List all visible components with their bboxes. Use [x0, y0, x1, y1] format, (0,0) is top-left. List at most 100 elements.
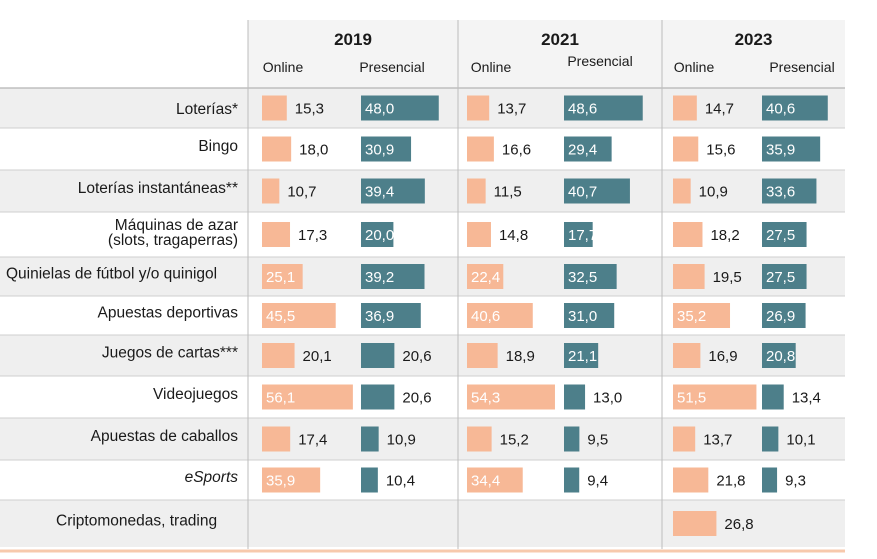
bar-presencial-2023-row-2 — [762, 136, 821, 162]
value-label-online-2019-row-3: 10,7 — [287, 184, 316, 201]
bar-presencial-2019-row-1 — [361, 95, 439, 121]
value-label-online-2021-row-4: 14,8 — [499, 227, 528, 244]
category-label-quinielas-de-futbol-y-o-quinigol: Quinielas de fútbol y/o quinigol — [6, 266, 217, 283]
value-label-online-2021-row-2: 16,6 — [502, 142, 531, 159]
year-header-2021: 2021 — [541, 30, 579, 49]
bar-online-2023-row-1 — [673, 95, 697, 121]
value-label-presencial-2021-row-5: 32,5 — [568, 269, 597, 286]
value-label-presencial-2023-row-9: 10,1 — [786, 432, 815, 449]
bar-online-2019-row-2 — [262, 136, 292, 162]
bar-presencial-2023-row-10 — [762, 467, 778, 493]
value-label-presencial-2019-row-2: 30,9 — [365, 142, 394, 159]
bar-online-2019-row-8 — [262, 384, 353, 410]
value-label-presencial-2023-row-4: 27,5 — [766, 227, 795, 244]
value-label-online-2021-row-7: 18,9 — [506, 348, 535, 365]
bar-online-2023-row-6 — [673, 303, 731, 328]
channel-header-presencial: Presencial — [769, 59, 834, 75]
bar-online-2021-row-4 — [467, 222, 491, 247]
bar-presencial-2021-row-10 — [564, 467, 580, 493]
row-stripe — [0, 335, 845, 376]
value-label-presencial-2019-row-1: 48,0 — [365, 101, 394, 118]
value-label-online-2019-row-8: 56,1 — [266, 390, 295, 407]
category-label-loterias-instantaneas: Loterías instantáneas** — [78, 180, 238, 197]
value-label-presencial-2021-row-8: 13,0 — [593, 390, 622, 407]
channel-header-presencial: Presencial — [359, 59, 424, 75]
bar-online-2019-row-5 — [262, 264, 303, 289]
channel-header-presencial: Presencial — [567, 53, 632, 69]
value-label-online-2023-row-9: 13,7 — [703, 432, 732, 449]
bar-presencial-2023-row-6 — [762, 303, 806, 328]
category-label-esports: eSports — [185, 469, 239, 486]
category-label-criptomonedas-trading: Criptomonedas, trading — [56, 513, 217, 530]
value-label-presencial-2021-row-2: 29,4 — [568, 142, 597, 159]
value-label-online-2019-row-4: 17,3 — [298, 227, 327, 244]
value-label-presencial-2021-row-6: 31,0 — [568, 308, 597, 325]
value-label-presencial-2019-row-10: 10,4 — [386, 473, 415, 490]
value-label-presencial-2019-row-5: 39,2 — [365, 269, 394, 286]
bar-presencial-2023-row-5 — [762, 264, 807, 289]
bar-presencial-2019-row-7 — [361, 343, 395, 368]
bar-presencial-2021-row-2 — [564, 136, 612, 162]
value-label-online-2023-row-10: 21,8 — [716, 473, 745, 490]
bar-presencial-2023-row-8 — [762, 384, 784, 410]
bar-online-2019-row-10 — [262, 467, 321, 493]
bar-presencial-2021-row-7 — [564, 343, 599, 368]
value-label-presencial-2023-row-6: 26,9 — [766, 308, 795, 325]
bar-presencial-2021-row-9 — [564, 426, 580, 452]
value-label-online-2023-row-5: 19,5 — [713, 269, 742, 286]
bar-online-2021-row-10 — [467, 467, 523, 493]
bar-presencial-2019-row-10 — [361, 467, 378, 493]
category-label-maquinas-de-azar-slots-tragaperras-line-1: Máquinas de azar — [115, 217, 238, 234]
bar-online-2019-row-6 — [262, 303, 336, 328]
value-label-presencial-2021-row-9: 9,5 — [587, 432, 608, 449]
bar-online-2023-row-11 — [673, 511, 717, 536]
channel-header-online: Online — [263, 59, 304, 75]
value-label-presencial-2023-row-3: 33,6 — [766, 184, 795, 201]
value-label-presencial-2023-row-10: 9,3 — [785, 473, 806, 490]
year-header-2019: 2019 — [334, 30, 372, 49]
bar-presencial-2019-row-3 — [361, 178, 425, 204]
bar-presencial-2019-row-9 — [361, 426, 379, 452]
value-label-online-2019-row-7: 20,1 — [303, 348, 332, 365]
value-label-online-2023-row-11: 26,8 — [724, 516, 753, 533]
value-label-presencial-2019-row-7: 20,6 — [402, 348, 431, 365]
value-label-online-2021-row-5: 22,4 — [471, 269, 500, 286]
value-label-presencial-2023-row-2: 35,9 — [766, 142, 795, 159]
value-label-online-2023-row-4: 18,2 — [710, 227, 739, 244]
bar-presencial-2021-row-6 — [564, 303, 615, 328]
bar-presencial-2023-row-1 — [762, 95, 828, 121]
value-label-online-2023-row-1: 14,7 — [705, 101, 734, 118]
category-label-juegos-de-cartas: Juegos de cartas*** — [102, 345, 238, 362]
bar-online-2019-row-7 — [262, 343, 295, 368]
bar-online-2021-row-6 — [467, 303, 533, 328]
bar-online-2021-row-7 — [467, 343, 498, 368]
bar-online-2023-row-5 — [673, 264, 705, 289]
bar-online-2023-row-2 — [673, 136, 699, 162]
value-label-online-2023-row-2: 15,6 — [706, 142, 735, 159]
value-label-online-2019-row-6: 45,5 — [266, 308, 295, 325]
value-label-online-2021-row-10: 34,4 — [471, 473, 500, 490]
row-stripe — [0, 418, 845, 460]
bar-presencial-2023-row-9 — [762, 426, 779, 452]
value-label-online-2019-row-9: 17,4 — [298, 432, 327, 449]
bar-presencial-2021-row-1 — [564, 95, 643, 121]
value-label-presencial-2019-row-6: 36,9 — [365, 308, 394, 325]
bar-presencial-2021-row-3 — [564, 178, 630, 204]
bar-online-2021-row-1 — [467, 95, 490, 121]
value-label-presencial-2019-row-3: 39,4 — [365, 184, 394, 201]
bar-presencial-2019-row-4 — [361, 222, 394, 247]
value-label-presencial-2021-row-10: 9,4 — [587, 473, 608, 490]
value-label-presencial-2021-row-1: 48,6 — [568, 101, 597, 118]
value-label-online-2023-row-8: 51,5 — [677, 390, 706, 407]
value-label-presencial-2023-row-7: 20,8 — [766, 348, 795, 365]
value-label-online-2019-row-10: 35,9 — [266, 473, 295, 490]
value-label-online-2021-row-1: 13,7 — [497, 101, 526, 118]
value-label-presencial-2021-row-7: 21,1 — [568, 348, 597, 365]
category-label-maquinas-de-azar-slots-tragaperras-line-2: (slots, tragaperras) — [108, 232, 238, 249]
bar-online-2019-row-3 — [262, 178, 280, 204]
year-header-2023: 2023 — [735, 30, 773, 49]
bar-presencial-2019-row-2 — [361, 136, 412, 162]
bar-online-2019-row-9 — [262, 426, 291, 452]
bar-online-2021-row-8 — [467, 384, 555, 410]
bar-online-2021-row-5 — [467, 264, 504, 289]
